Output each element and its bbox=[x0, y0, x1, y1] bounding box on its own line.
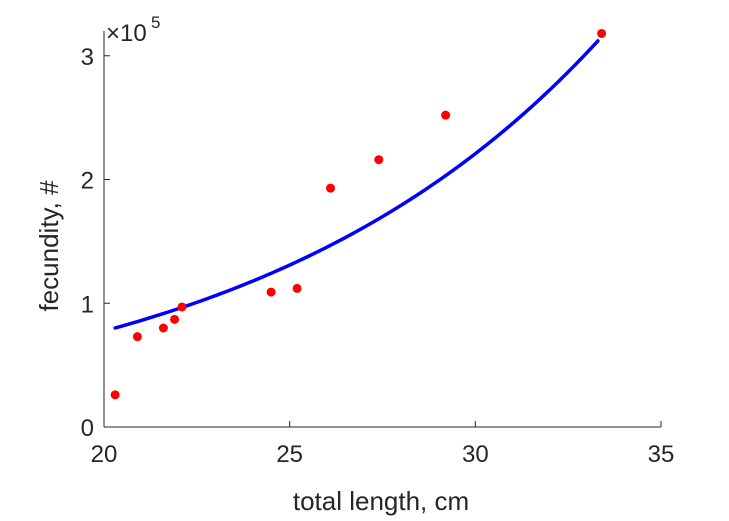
y-axis-label: fecundity, # bbox=[34, 180, 64, 312]
y-tick-label: 1 bbox=[81, 291, 94, 318]
data-point bbox=[177, 302, 187, 312]
data-point bbox=[158, 323, 168, 333]
data-point bbox=[597, 28, 607, 38]
x-tick-label: 30 bbox=[462, 441, 489, 468]
x-tick-label: 35 bbox=[648, 441, 675, 468]
fit-curve bbox=[113, 39, 600, 330]
labels-layer: total length, cm fecundity, # ×10 5 bbox=[34, 13, 469, 516]
data-point bbox=[132, 332, 142, 342]
y-tick-label: 2 bbox=[81, 168, 94, 195]
data-point bbox=[292, 283, 302, 293]
y-exponent-label: ×10 5 bbox=[106, 13, 160, 47]
data-point bbox=[266, 287, 276, 297]
data-point bbox=[374, 155, 384, 165]
fit-curve-layer bbox=[113, 39, 600, 330]
y-tick-label: 0 bbox=[81, 415, 94, 442]
x-tick-label: 25 bbox=[276, 441, 303, 468]
data-point bbox=[441, 110, 451, 120]
y-multiplier-exponent: 5 bbox=[151, 13, 160, 32]
data-point bbox=[326, 183, 336, 193]
y-multiplier-base: ×10 bbox=[106, 20, 147, 47]
x-tick-label: 20 bbox=[91, 441, 118, 468]
axes bbox=[103, 31, 661, 428]
data-points-layer bbox=[110, 28, 607, 400]
ticks: 20 25 30 35 0 1 2 3 bbox=[81, 44, 675, 468]
data-point bbox=[110, 390, 120, 400]
x-axis-label: total length, cm bbox=[293, 486, 469, 516]
data-point bbox=[170, 314, 180, 324]
y-tick-label: 3 bbox=[81, 44, 94, 71]
